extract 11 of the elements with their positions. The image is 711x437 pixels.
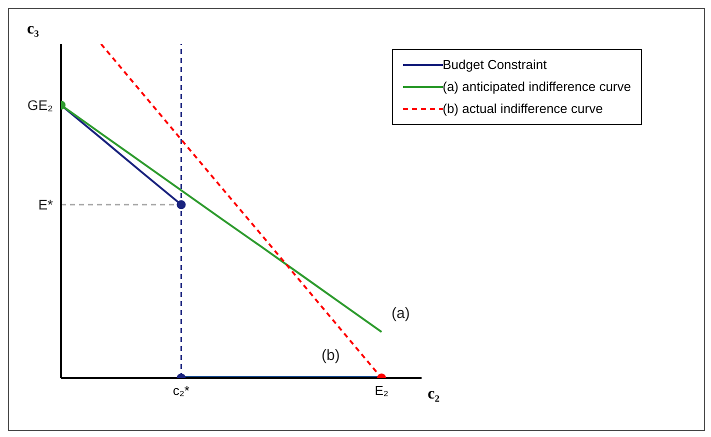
text: GE₂ [27,97,53,114]
legend-label: Budget Constraint [442,56,547,74]
annotation: (b) [322,347,340,364]
annotation: (a) [392,304,410,322]
legend-label: (a) anticipated indifference curve [442,78,631,96]
y-axis-title: c₃ [27,20,40,38]
x-tick-label: E₂ [374,383,388,398]
text: E* [38,196,54,213]
x-axis-title: c₂ [428,386,440,403]
legend-label: (b) actual indifference curve [442,100,603,118]
x-tick-label: c₂* [172,383,190,398]
